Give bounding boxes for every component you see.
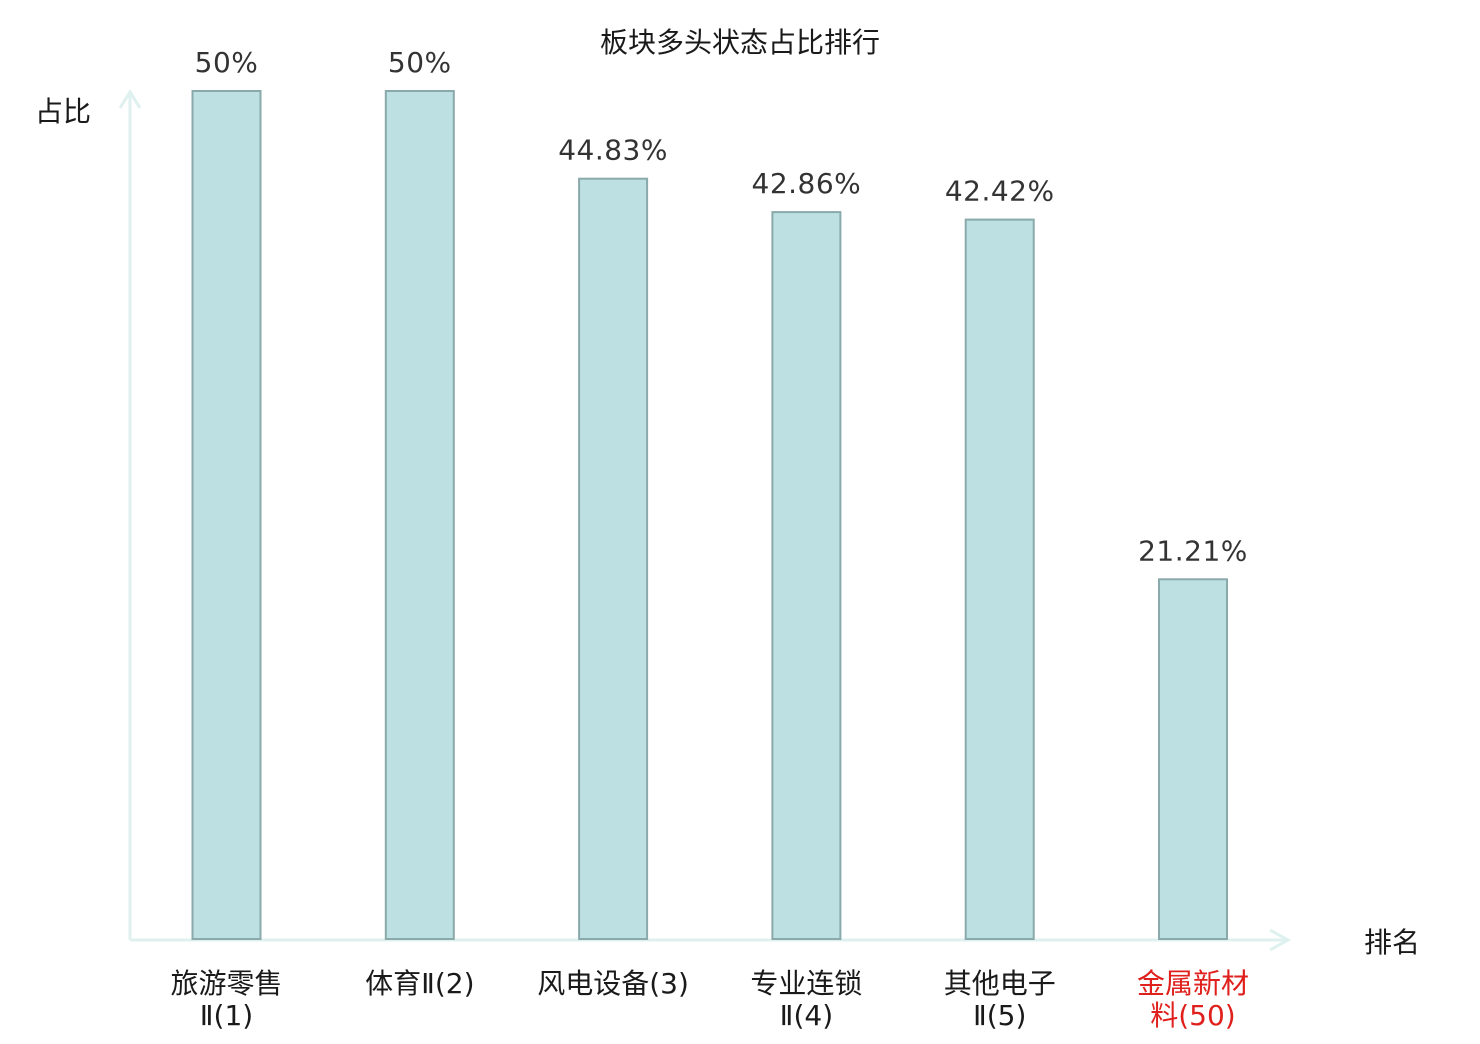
bar-6 [1158,578,1228,940]
category-label-1-line-1: 旅游零售 [170,967,282,1000]
bar-2 [384,90,455,940]
category-label-5-line-2: Ⅱ(5) [973,999,1026,1032]
bar-4 [771,211,842,941]
category-label-3: 风电设备(3) [537,967,689,1000]
x-axis-arrow-icon [1269,928,1292,952]
chart-title: 板块多头状态占比排行 [600,26,880,59]
category-label-2: 体育Ⅱ(2) [365,967,474,1000]
bar-5 [964,218,1035,941]
value-label-6: 21.21% [1138,534,1248,567]
value-label-5: 42.42% [945,175,1055,208]
category-label-6-line-2: 料(50) [1150,999,1235,1032]
y-axis [118,89,142,940]
bar-series [191,90,1228,941]
category-label-6-line-1: 金属新材 [1137,967,1249,1000]
category-label-5-line-1: 其他电子 [944,967,1056,1000]
value-label-2: 50% [388,46,452,79]
bar-3 [578,177,649,940]
y-axis-label: 占比 [35,95,91,128]
category-label-4-line-2: Ⅱ(4) [780,999,833,1032]
value-label-4: 42.86% [752,167,862,200]
y-axis-arrow-icon [118,89,142,109]
category-label-4-line-1: 专业连锁 [750,967,862,1000]
bar-1 [191,90,262,940]
value-label-1: 50% [195,46,259,79]
value-label-group: 50% 50% 44.83% 42.86% 42.42% 21.21% [195,46,1248,567]
x-axis [130,928,1292,952]
category-label-1-line-2: Ⅱ(1) [200,999,253,1032]
x-axis-label: 排名 [1364,926,1420,959]
value-label-3: 44.83% [558,134,668,167]
